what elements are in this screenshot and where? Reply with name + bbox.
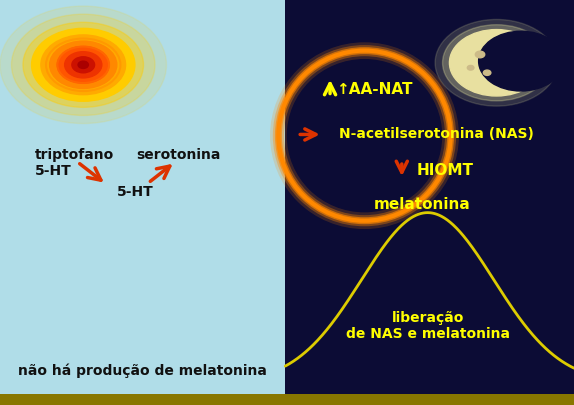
Bar [0, 394, 574, 405]
Circle shape [435, 19, 558, 106]
Circle shape [11, 14, 155, 115]
Circle shape [32, 28, 135, 101]
Circle shape [49, 41, 117, 89]
Text: N-acetilserotonina (NAS): N-acetilserotonina (NAS) [339, 128, 534, 141]
Text: triptofano
5-HT: triptofano 5-HT [34, 148, 114, 178]
Circle shape [475, 51, 484, 58]
Circle shape [443, 25, 550, 101]
Circle shape [72, 57, 95, 73]
Circle shape [483, 70, 491, 75]
Text: HIOMT: HIOMT [416, 163, 474, 179]
Text: 5-HT: 5-HT [117, 185, 153, 199]
Text: serotonina: serotonina [137, 148, 221, 162]
Circle shape [23, 22, 144, 107]
Circle shape [0, 6, 166, 124]
Text: melatonina: melatonina [374, 197, 470, 212]
Circle shape [467, 66, 474, 70]
Circle shape [41, 35, 126, 95]
Circle shape [479, 31, 563, 91]
Text: não há produção de melatonina: não há produção de melatonina [18, 363, 267, 378]
Circle shape [78, 61, 88, 68]
Circle shape [57, 47, 109, 83]
Text: ↑AA-NAT: ↑AA-NAT [336, 81, 412, 97]
Bar [0, 0, 285, 405]
Text: liberação
de NAS e melatonina: liberação de NAS e melatonina [346, 311, 510, 341]
Circle shape [65, 52, 102, 78]
Circle shape [449, 30, 544, 96]
Bar [285, 0, 574, 405]
